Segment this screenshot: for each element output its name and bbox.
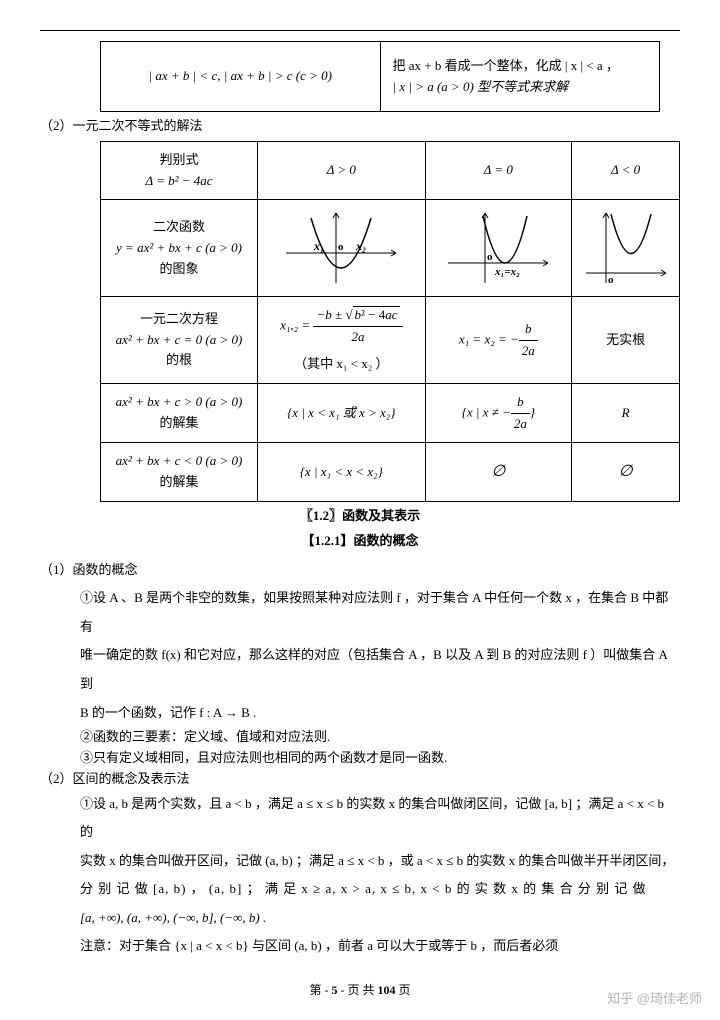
top-rule [40,30,680,31]
t2-r3c: 的根 [107,350,251,371]
t2-r2-label: 二次函数 y = ax² + bx + c (a > 0) 的图象 [101,200,258,297]
g1-x2: x₂ [355,239,366,253]
r3c3-pre: x₁ = x₂ = − [459,331,519,346]
t2-graph3: o [572,200,680,297]
t2-r4a: ax² + bx + c > 0 (a > 0) [107,392,251,413]
t2-r3-c3: x₁ = x₂ = −b2a [425,297,572,383]
page-footer: 第 - 5 - 页 共 104 页 [40,981,680,1000]
p7: 实数 x 的集合叫做开区间，记做 (a, b) ；满足 a ≤ x < b ，或… [80,847,680,876]
heading-1-2-1: 【1.2.1】函数的概念 [40,531,680,552]
t2-r2b: y = ax² + bx + c (a > 0) [107,238,251,259]
g2-lbl: x₁=x₂ [494,266,520,278]
p4: ②函数的三要素：定义域、值域和对应法则. [80,727,680,748]
t2-r4-c2: {x | x < x₁ 或 x > x₂} [258,383,426,443]
watermark: 知乎 @琦佳老师 [607,989,702,1010]
p6: ①设 a, b 是两个实数，且 a < b ，满足 a ≤ x ≤ b 的实数 … [80,790,680,847]
t1-r-line1: 把 ax + b 看成一个整体，化成 | x | < a ， [393,56,648,77]
t2-h1: 判别式 Δ = b² − 4ac [101,141,258,200]
t2-h1b: Δ = b² − 4ac [107,171,251,192]
t2-r3-c2: x₁,₂ = −b ± √b² − 4ac 2a （其中 x₁ < x₂ ） [258,297,426,383]
r4c3-post: } [530,404,535,419]
g1-x1: x₁ [313,239,324,253]
s1-label: （1）函数的概念 [40,556,680,585]
r3c3-frac: b2a [519,319,538,362]
t2-r3-label: 一元二次方程 ax² + bx + c = 0 (a > 0) 的根 [101,297,258,383]
parabola-one-root: o x₁=x₂ [443,208,553,288]
t2-graph1: x₁ o x₂ [258,200,426,297]
body-content: （1）函数的概念 ①设 A 、B 是两个非空的数集，如果按照某种对应法则 f ，… [40,556,680,962]
p2: 唯一确定的数 f(x) 和它对应，那么这样的对应（包括集合 A ，B 以及 A … [80,641,680,698]
t2-r4-c4: R [572,383,680,443]
t2-r5a: ax² + bx + c < 0 (a > 0) [107,451,251,472]
g1-o: o [338,241,344,253]
t2-r5-c3: ∅ [425,443,572,502]
t2-r3b: ax² + bx + c = 0 (a > 0) [107,330,251,351]
p1: ①设 A 、B 是两个非空的数集，如果按照某种对应法则 f ，对于集合 A 中任… [80,584,680,641]
t2-r2a: 二次函数 [107,217,251,238]
r3c2-frac: −b ± √b² − 4ac 2a [313,305,402,348]
t2-graph2: o x₁=x₂ [425,200,572,297]
t2-r4-c3: {x | x ≠ −b2a} [425,383,572,443]
t2-r2c: 的图象 [107,259,251,280]
r4c3-frac: b2a [511,392,530,435]
page-container: | ax + b | < c, | ax + b | > c (c > 0) 把… [0,0,720,1020]
t2-h1a: 判别式 [107,150,251,171]
table-quadratic: 判别式 Δ = b² − 4ac Δ > 0 Δ = 0 Δ < 0 二次函数 … [100,141,680,502]
t2-h4: Δ < 0 [572,141,680,200]
p9: [a, +∞), (a, +∞), (−∞, b], (−∞, b) . [80,904,680,933]
g3-o: o [608,274,614,286]
t2-r3a: 一元二次方程 [107,309,251,330]
parabola-no-root: o [581,208,671,288]
section-2-label: （2）一元二次不等式的解法 [40,116,680,137]
r4c3-pre: {x | x ≠ − [462,404,511,419]
t2-r3-c4: 无实根 [572,297,680,383]
t2-h2: Δ > 0 [258,141,426,200]
t1-left: | ax + b | < c, | ax + b | > c (c > 0) [101,42,381,112]
parabola-two-roots: x₁ o x₂ [281,208,401,288]
t1-right: 把 ax + b 看成一个整体，化成 | x | < a ， | x | > a… [380,42,660,112]
table-abs-inequality: | ax + b | < c, | ax + b | > c (c > 0) 把… [100,41,660,112]
t2-r5-c4: ∅ [572,443,680,502]
t2-r4-label: ax² + bx + c > 0 (a > 0) 的解集 [101,383,258,443]
footer-mid: - 页 共 [337,983,377,997]
t2-r5-c2: {x | x₁ < x < x₂} [258,443,426,502]
t1-left-math: | ax + b | < c, | ax + b | > c (c > 0) [149,68,332,83]
r3c2-note: （其中 x₁ < x₂ ） [264,354,419,375]
t2-h3: Δ = 0 [425,141,572,200]
p10: 注意：对于集合 {x | a < x < b} 与区间 (a, b) ，前者 a… [80,932,680,961]
t1-r-line2: | x | > a (a > 0) 型不等式来求解 [393,77,648,98]
p5: ③只有定义域相同，且对应法则也相同的两个函数才是同一函数. [80,748,680,769]
heading-1-2: 〖1.2〗函数及其表示 [40,506,680,527]
footer-pre: 第 - [309,983,331,997]
t2-r5b: 的解集 [107,472,251,493]
s2-label: （2）区间的概念及表示法 [40,769,680,790]
g2-o: o [487,251,493,263]
t2-r4b: 的解集 [107,413,251,434]
t2-r5-label: ax² + bx + c < 0 (a > 0) 的解集 [101,443,258,502]
p3: B 的一个函数，记作 f : A → B . [80,699,680,728]
p8: 分 别 记 做 [a, b) ， (a, b] ； 满 足 x ≥ a, x >… [80,875,680,904]
footer-post: 页 [395,983,410,997]
footer-total: 104 [377,983,395,997]
r3c2-pre: x₁,₂ = [280,318,310,333]
